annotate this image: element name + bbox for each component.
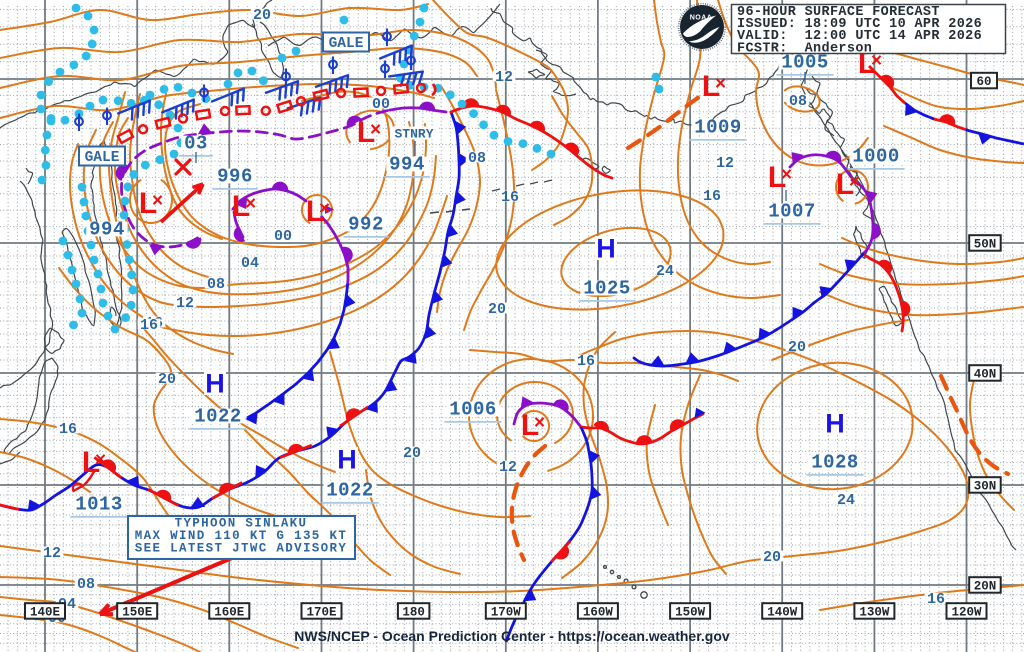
svg-text:150E: 150E — [122, 605, 152, 619]
svg-text:12: 12 — [176, 295, 194, 312]
svg-text:H: H — [337, 445, 357, 475]
svg-text:FCSTR: Anderson: FCSTR: Anderson — [737, 41, 872, 56]
svg-text:12: 12 — [716, 155, 734, 172]
svg-text:60: 60 — [976, 75, 991, 89]
svg-text:×: × — [781, 165, 792, 186]
svg-text:996: 996 — [217, 166, 253, 188]
svg-text:00: 00 — [372, 96, 390, 113]
svg-text:TYPHOON SINLAKU: TYPHOON SINLAKU — [175, 517, 308, 531]
svg-text:×: × — [370, 120, 381, 141]
svg-text:H: H — [205, 369, 225, 399]
svg-text:1013: 1013 — [75, 494, 123, 516]
svg-text:L: L — [139, 187, 157, 220]
svg-text:24: 24 — [837, 492, 855, 509]
svg-text:L: L — [306, 195, 324, 228]
svg-text:STNRY: STNRY — [394, 127, 433, 142]
svg-text:1022: 1022 — [326, 480, 374, 502]
svg-text:170W: 170W — [491, 605, 522, 619]
svg-text:H: H — [825, 409, 845, 439]
svg-text:NWS/NCEP - Ocean Prediction Ce: NWS/NCEP - Ocean Prediction Center - htt… — [294, 628, 730, 644]
svg-text:16: 16 — [927, 591, 945, 608]
svg-text:140E: 140E — [30, 605, 60, 619]
svg-text:NOAA: NOAA — [690, 15, 713, 22]
svg-text:ISSUED: 18:09 UTC 10 APR 2026: ISSUED: 18:09 UTC 10 APR 2026 — [737, 17, 982, 32]
svg-text:16: 16 — [501, 189, 519, 206]
svg-text:L: L — [836, 168, 854, 201]
svg-text:×: × — [95, 450, 106, 471]
svg-text:992: 992 — [348, 214, 384, 236]
svg-text:180: 180 — [402, 605, 425, 619]
svg-text:GALE: GALE — [85, 150, 120, 166]
svg-text:VALID: 12:00 UTC 14 APR 2026: VALID: 12:00 UTC 14 APR 2026 — [737, 29, 982, 44]
svg-text:12: 12 — [43, 545, 61, 562]
svg-text:×: × — [534, 413, 545, 434]
svg-text:03: 03 — [184, 133, 208, 155]
svg-text:L: L — [521, 409, 539, 442]
svg-text:1025: 1025 — [583, 278, 631, 300]
svg-text:08: 08 — [77, 576, 95, 593]
svg-text:L: L — [858, 47, 876, 80]
svg-text:1005: 1005 — [781, 52, 829, 74]
svg-text:08: 08 — [789, 93, 807, 110]
svg-text:1006: 1006 — [449, 399, 497, 421]
svg-text:1000: 1000 — [852, 146, 900, 168]
svg-text:×: × — [871, 51, 882, 72]
svg-text:SEE LATEST JTWC ADVISORY: SEE LATEST JTWC ADVISORY — [135, 542, 347, 556]
svg-text:24: 24 — [656, 263, 674, 280]
svg-text:160W: 160W — [583, 605, 614, 619]
svg-text:96-HOUR SURFACE FORECAST: 96-HOUR SURFACE FORECAST — [737, 5, 940, 20]
svg-text:1022: 1022 — [194, 406, 242, 428]
svg-text:MAX WIND 110 KT G 135 KT: MAX WIND 110 KT G 135 KT — [135, 529, 347, 543]
svg-text:12: 12 — [495, 69, 513, 86]
svg-text:08: 08 — [207, 276, 225, 293]
svg-text:H: H — [596, 234, 616, 264]
svg-text:20: 20 — [158, 371, 176, 388]
svg-text:994: 994 — [89, 219, 125, 241]
svg-text:160E: 160E — [214, 605, 244, 619]
svg-text:L: L — [232, 190, 250, 223]
svg-text:16: 16 — [59, 421, 77, 438]
svg-text:20: 20 — [788, 339, 806, 356]
svg-text:1007: 1007 — [768, 201, 816, 223]
svg-text:GALE: GALE — [329, 36, 364, 52]
svg-text:20: 20 — [488, 301, 506, 318]
svg-text:16: 16 — [140, 317, 158, 334]
svg-text:130W: 130W — [859, 605, 890, 619]
svg-text:L: L — [702, 70, 720, 103]
svg-text:50N: 50N — [974, 237, 997, 251]
svg-text:×: × — [715, 74, 726, 95]
svg-text:L: L — [768, 161, 786, 194]
svg-text:20: 20 — [763, 549, 781, 566]
svg-text:×: × — [245, 194, 256, 215]
svg-text:120W: 120W — [951, 605, 982, 619]
svg-text:16: 16 — [577, 353, 595, 370]
svg-text:30N: 30N — [974, 479, 997, 493]
svg-text:×: × — [849, 172, 860, 193]
svg-text:20N: 20N — [974, 579, 997, 593]
svg-text:1028: 1028 — [811, 452, 859, 474]
svg-text:140W: 140W — [767, 605, 798, 619]
svg-text:994: 994 — [389, 154, 425, 176]
svg-text:20: 20 — [253, 7, 271, 24]
svg-text:L: L — [357, 116, 375, 149]
svg-text:08: 08 — [468, 150, 486, 167]
svg-text:20: 20 — [403, 445, 421, 462]
svg-text:L: L — [82, 446, 100, 479]
svg-text:40N: 40N — [974, 367, 997, 381]
svg-text:04: 04 — [241, 255, 259, 272]
svg-text:00: 00 — [274, 228, 292, 245]
svg-text:×: × — [152, 191, 163, 212]
svg-text:170E: 170E — [306, 605, 336, 619]
svg-text:1009: 1009 — [694, 117, 742, 139]
svg-text:12: 12 — [499, 459, 517, 476]
svg-text:×: × — [319, 199, 330, 220]
svg-text:150W: 150W — [675, 605, 706, 619]
svg-text:16: 16 — [703, 188, 721, 205]
